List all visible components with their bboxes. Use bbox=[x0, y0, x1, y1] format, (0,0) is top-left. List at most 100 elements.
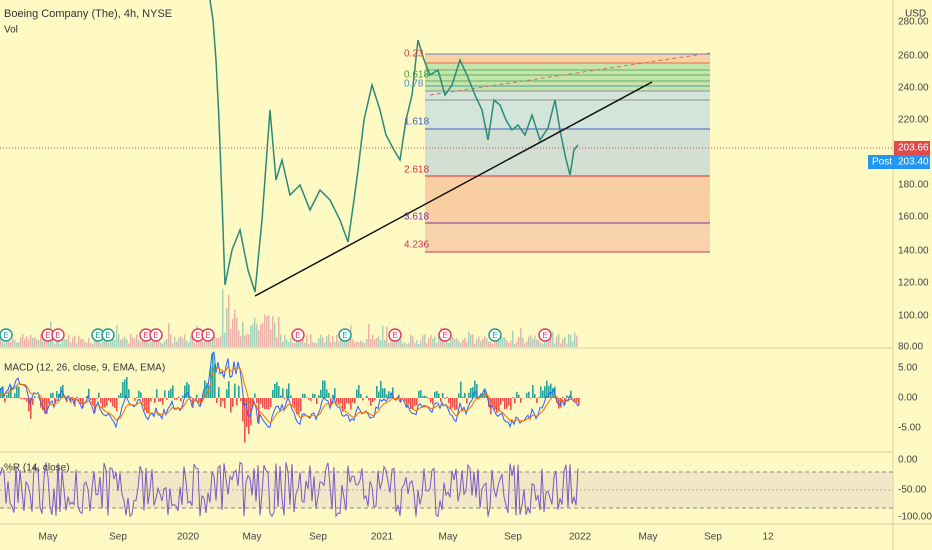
volume-bar bbox=[14, 339, 16, 347]
macd-histogram bbox=[206, 382, 208, 398]
volume-bar bbox=[450, 336, 452, 347]
volume-bar bbox=[232, 319, 234, 347]
volume-bar bbox=[548, 335, 550, 347]
volume-bar bbox=[170, 334, 172, 347]
volume-bar bbox=[4, 343, 6, 347]
macd-histogram bbox=[410, 398, 412, 409]
macd-histogram bbox=[144, 398, 146, 411]
macd-histogram bbox=[138, 390, 140, 398]
macd-histogram bbox=[208, 386, 210, 398]
macd-histogram bbox=[262, 398, 264, 408]
volume-bar bbox=[558, 334, 560, 347]
macd-histogram bbox=[114, 398, 116, 408]
earnings-marker bbox=[291, 328, 305, 342]
macd-histogram bbox=[194, 398, 196, 399]
volume-bar bbox=[420, 340, 422, 347]
volume-bar bbox=[188, 342, 190, 347]
macd-histogram bbox=[96, 398, 98, 399]
volume-bar bbox=[6, 339, 8, 347]
macd-histogram bbox=[384, 388, 386, 398]
volume-bar bbox=[28, 339, 30, 347]
volume-bar bbox=[504, 337, 506, 347]
volume-bar bbox=[248, 334, 250, 347]
volume-bar bbox=[94, 336, 96, 347]
macd-histogram bbox=[238, 385, 240, 398]
macd-pane bbox=[0, 351, 580, 443]
volume-bar bbox=[128, 343, 130, 347]
macd-histogram bbox=[214, 364, 216, 398]
earnings-label: E bbox=[195, 331, 200, 340]
macd-histogram bbox=[182, 395, 184, 398]
macd-histogram bbox=[430, 398, 432, 403]
volume-bar bbox=[476, 339, 478, 347]
volume-bar bbox=[414, 342, 416, 347]
volume-bar bbox=[356, 341, 358, 347]
volume-bar bbox=[32, 337, 34, 347]
volume-bar bbox=[162, 343, 164, 347]
volume-bar bbox=[556, 336, 558, 347]
volume-bar bbox=[84, 341, 86, 347]
volume-bar bbox=[280, 334, 282, 347]
volume-bar bbox=[266, 316, 268, 347]
volume-bar bbox=[316, 343, 318, 347]
macd-histogram bbox=[100, 398, 102, 404]
macd-histogram bbox=[428, 398, 430, 399]
macd-histogram bbox=[446, 396, 448, 398]
macd-axis-label: -5.00 bbox=[898, 423, 921, 434]
volume-bar bbox=[78, 335, 80, 347]
volume-bar bbox=[386, 326, 388, 347]
macd-histogram bbox=[106, 398, 108, 406]
volume-bar bbox=[428, 338, 430, 347]
macd-histogram bbox=[310, 398, 312, 402]
volume-bar bbox=[576, 335, 578, 347]
volume-bar bbox=[412, 336, 414, 347]
volume-bar bbox=[328, 334, 330, 347]
macd-histogram bbox=[146, 398, 148, 414]
volume-bar bbox=[54, 343, 56, 347]
macd-histogram bbox=[518, 394, 520, 398]
volume-bar bbox=[262, 323, 264, 347]
macd-histogram bbox=[576, 398, 578, 402]
volume-bar bbox=[172, 343, 174, 347]
volume-bar bbox=[344, 338, 346, 347]
macd-histogram bbox=[228, 381, 230, 398]
earnings-label: E bbox=[143, 331, 148, 340]
macd-histogram bbox=[438, 393, 440, 398]
macd-histogram bbox=[24, 398, 26, 400]
volume-bar bbox=[246, 333, 248, 347]
volume-bar bbox=[376, 337, 378, 347]
macd-histogram bbox=[112, 398, 114, 407]
macd-histogram bbox=[374, 398, 376, 401]
volume-bar bbox=[282, 341, 284, 347]
volume-bar bbox=[492, 343, 494, 347]
volume-bar bbox=[488, 341, 490, 347]
volume-bar bbox=[136, 334, 138, 347]
macd-histogram bbox=[408, 398, 410, 404]
macd-histogram bbox=[302, 393, 304, 398]
macd-histogram bbox=[574, 398, 576, 402]
volume-bar bbox=[520, 328, 522, 347]
volume-bar bbox=[442, 336, 444, 347]
volume-bar bbox=[220, 335, 222, 347]
macd-histogram bbox=[222, 398, 224, 402]
macd-histogram bbox=[406, 398, 408, 408]
volume-bar bbox=[192, 337, 194, 347]
volume-bar bbox=[512, 330, 514, 347]
fib-level-label: 4.236 bbox=[404, 240, 429, 251]
macd-histogram bbox=[542, 390, 544, 398]
macd-histogram bbox=[134, 398, 136, 401]
macd-histogram bbox=[92, 398, 94, 405]
volume-bar bbox=[208, 339, 210, 347]
volume-bar bbox=[206, 337, 208, 347]
williams-axis-label: -50.00 bbox=[898, 485, 927, 496]
macd-histogram bbox=[326, 389, 328, 398]
volume-bar bbox=[452, 337, 454, 347]
currency: USD bbox=[905, 9, 926, 20]
volume-bar bbox=[562, 338, 564, 347]
volume-bar bbox=[284, 334, 286, 347]
macd-histogram bbox=[30, 398, 32, 419]
volume-bar bbox=[538, 339, 540, 347]
macd-histogram bbox=[444, 398, 446, 399]
volume-bar bbox=[364, 343, 366, 347]
volume-bar bbox=[550, 330, 552, 347]
